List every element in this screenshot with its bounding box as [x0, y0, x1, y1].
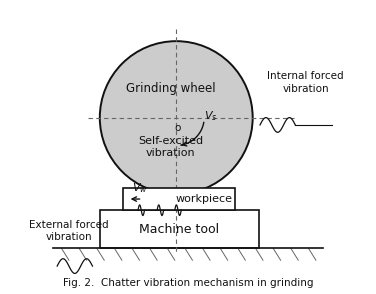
- Text: External forced
vibration: External forced vibration: [29, 220, 109, 242]
- Bar: [100, 210, 259, 248]
- Text: Machine tool: Machine tool: [139, 223, 219, 236]
- Text: o: o: [174, 123, 181, 133]
- Bar: [123, 188, 235, 210]
- Text: $\it{V}_{\it{s}}$: $\it{V}_{\it{s}}$: [204, 109, 218, 123]
- Text: Self-excited
vibration: Self-excited vibration: [138, 136, 203, 158]
- Text: workpiece: workpiece: [175, 194, 232, 204]
- Text: Grinding wheel: Grinding wheel: [126, 82, 215, 95]
- Text: Internal forced
vibration: Internal forced vibration: [267, 71, 344, 93]
- Text: Fig. 2.  Chatter vibration mechanism in grinding: Fig. 2. Chatter vibration mechanism in g…: [63, 278, 313, 288]
- Text: $\it{V}_{\it{w}}$: $\it{V}_{\it{w}}$: [132, 181, 147, 195]
- Circle shape: [100, 41, 253, 194]
